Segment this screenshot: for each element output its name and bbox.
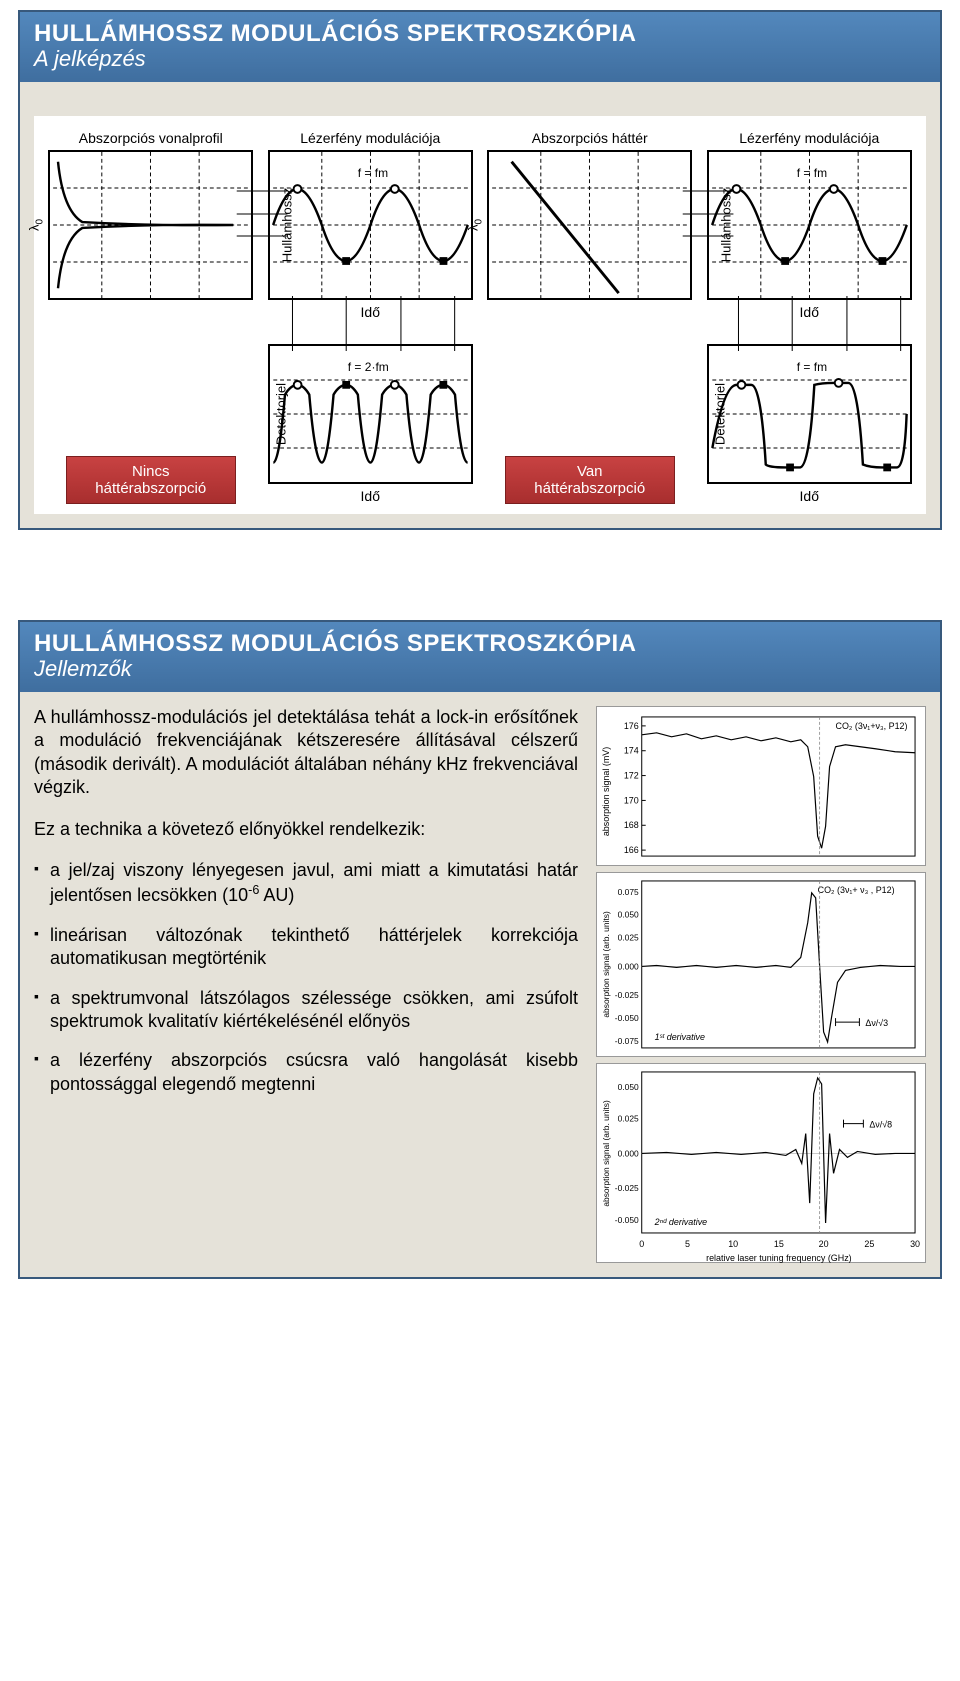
slide-2: HULLÁMHOSSZ MODULÁCIÓS SPEKTROSZKÓPIA Je… (18, 620, 942, 1279)
svg-text:-0.025: -0.025 (615, 990, 639, 1000)
redbox-right-line2: háttérabszorpció (516, 480, 664, 497)
chart2-legend: CO₂ (3ν₁+ ν₃ , P12) (818, 885, 895, 895)
chart2-annotation: 1ˢᵗ derivative (655, 1032, 705, 1042)
label-f-fm-left: f = fm (358, 166, 388, 180)
svg-text:0.050: 0.050 (618, 1082, 639, 1092)
chart3-ylabel: absorption signal (arb. units) (601, 1100, 611, 1207)
slide1-title: HULLÁMHOSSZ MODULÁCIÓS SPEKTROSZKÓPIA (34, 20, 926, 48)
chart-first-derivative: -0.075 -0.050 -0.025 0.000 0.025 0.050 0… (596, 872, 926, 1057)
diagram-row1: λ0 . (44, 150, 916, 320)
svg-text:-0.075: -0.075 (615, 1036, 639, 1046)
slide2-bullet3: a spektrumvonal látszólagos szélessége c… (34, 987, 578, 1034)
svg-text:0: 0 (639, 1239, 644, 1249)
slide2-subtitle: Jellemzők (34, 656, 926, 682)
diagram-top-labels: Abszorpciós vonalprofil Lézerfény modulá… (44, 130, 916, 150)
svg-text:-0.025: -0.025 (615, 1183, 639, 1193)
label-absz-hatter: Abszorpciós háttér (532, 130, 648, 150)
svg-text:168: 168 (624, 820, 639, 830)
svg-absz-profil (50, 152, 251, 298)
svg-text:172: 172 (624, 771, 639, 781)
slide2-body: A hullámhossz-modulációs jel detektálása… (20, 692, 940, 1277)
svg-text:5: 5 (685, 1239, 690, 1249)
axis-hullamhossz-right: Hullámhossz (718, 188, 733, 262)
axis-detektorjel-left: Detektorjel (273, 383, 288, 445)
chart3-marker: Δν/√8 (869, 1120, 892, 1130)
box-absz-profil: λ0 (48, 150, 253, 300)
axis-lambda0-left: λ0 (27, 219, 46, 231)
svg-text:166: 166 (624, 845, 639, 855)
svg-text:0.000: 0.000 (618, 1148, 639, 1158)
svg-text:10: 10 (728, 1239, 738, 1249)
box-lezer-mod-left: Hullámhossz f = fm (268, 150, 473, 300)
axis-ido-2: Idő (800, 304, 819, 320)
svg-text:-0.050: -0.050 (615, 1013, 639, 1023)
chart1-legend: CO₂ (3ν₁+ν₃, P12) (836, 721, 908, 731)
svg-text:20: 20 (819, 1239, 829, 1249)
label-f-eq-fm: f = fm (797, 360, 827, 374)
slide1-body: Abszorpciós vonalprofil Lézerfény modulá… (20, 82, 940, 528)
slide2-bullet2: lineárisan változónak tekinthető háttérj… (34, 924, 578, 971)
chart1-ylabel: absorption signal (mV) (601, 747, 611, 836)
svg-text:0.025: 0.025 (618, 933, 639, 943)
redbox-with-background: Van háttérabszorpció (505, 456, 675, 505)
diagram-area: Abszorpciós vonalprofil Lézerfény modulá… (34, 116, 926, 514)
svg-text:15: 15 (774, 1239, 784, 1249)
axis-detektorjel-right: Detektorjel (712, 383, 727, 445)
redbox-right-line1: Van (516, 463, 664, 480)
slide2-charts: 166 168 170 172 174 176 absorption signa… (596, 706, 926, 1263)
axis-ido-4: Idő (800, 488, 819, 504)
label-f-2fm: f = 2·fm (348, 360, 389, 374)
chart3-annotation: 2ⁿᵈ derivative (654, 1217, 708, 1227)
svg-text:0.000: 0.000 (618, 961, 639, 971)
svg-text:170: 170 (624, 795, 639, 805)
label-lezer-mod-right: Lézerfény modulációja (739, 130, 879, 150)
redbox-left-line2: háttérabszorpció (77, 480, 225, 497)
axis-lambda0-right: λ0 (466, 219, 485, 231)
slide2-header: HULLÁMHOSSZ MODULÁCIÓS SPEKTROSZKÓPIA Je… (20, 622, 940, 692)
slide2-title: HULLÁMHOSSZ MODULÁCIÓS SPEKTROSZKÓPIA (34, 630, 926, 658)
box-absz-hatter: λ0 (487, 150, 692, 300)
chart2-ylabel: absorption signal (arb. units) (601, 911, 611, 1018)
svg-text:30: 30 (910, 1239, 920, 1249)
svg-text:174: 174 (624, 746, 639, 756)
label-absz-profil: Abszorpciós vonalprofil (79, 130, 223, 150)
box-detektorjel-left: Detektorjel f = 2·fm (268, 344, 473, 484)
svg-absz-hatter (489, 152, 690, 298)
chart-second-derivative: -0.050 -0.025 0.000 0.025 0.050 0 5 10 1… (596, 1063, 926, 1263)
svg-text:25: 25 (864, 1239, 874, 1249)
slide2-text: A hullámhossz-modulációs jel detektálása… (34, 706, 578, 1263)
axis-ido-3: Idő (361, 488, 380, 504)
svg-text:0.050: 0.050 (618, 910, 639, 920)
box-detektorjel-right: Detektorjel f = fm (707, 344, 912, 484)
chart2-marker: Δν/√3 (865, 1018, 888, 1028)
slide-1: HULLÁMHOSSZ MODULÁCIÓS SPEKTROSZKÓPIA A … (18, 10, 942, 530)
redbox-no-background: Nincs háttérabszorpció (66, 456, 236, 505)
box-lezer-mod-right: Hullámhossz f = fm (707, 150, 912, 300)
axis-hullamhossz-left: Hullámhossz (279, 188, 294, 262)
label-lezer-mod-left: Lézerfény modulációja (300, 130, 440, 150)
slide2-para1: A hullámhossz-modulációs jel detektálása… (34, 706, 578, 800)
slide1-subtitle: A jelképzés (34, 46, 926, 72)
chart-absorption-signal: 166 168 170 172 174 176 absorption signa… (596, 706, 926, 866)
slide2-bullet4: a lézerfény abszorpciós csúcsra való han… (34, 1049, 578, 1096)
svg-text:0.025: 0.025 (618, 1114, 639, 1124)
svg-text:-0.050: -0.050 (615, 1215, 639, 1225)
slide2-bullets: a jel/zaj viszony lényegesen javul, ami … (34, 859, 578, 1096)
slide2-para2: Ez a technika a követező előnyökkel rend… (34, 818, 578, 841)
slide2-bullet1: a jel/zaj viszony lényegesen javul, ami … (34, 859, 578, 908)
chart3-xlabel: relative laser tuning frequency (GHz) (706, 1253, 852, 1263)
svg-text:0.075: 0.075 (618, 887, 639, 897)
label-f-fm-right: f = fm (797, 166, 827, 180)
diagram-row2: Nincs háttérabszorpció Detektorjel f = 2… (44, 344, 916, 504)
svg-text:176: 176 (624, 721, 639, 731)
redbox-left-line1: Nincs (77, 463, 225, 480)
axis-ido-1: Idő (361, 304, 380, 320)
slide1-header: HULLÁMHOSSZ MODULÁCIÓS SPEKTROSZKÓPIA A … (20, 12, 940, 82)
